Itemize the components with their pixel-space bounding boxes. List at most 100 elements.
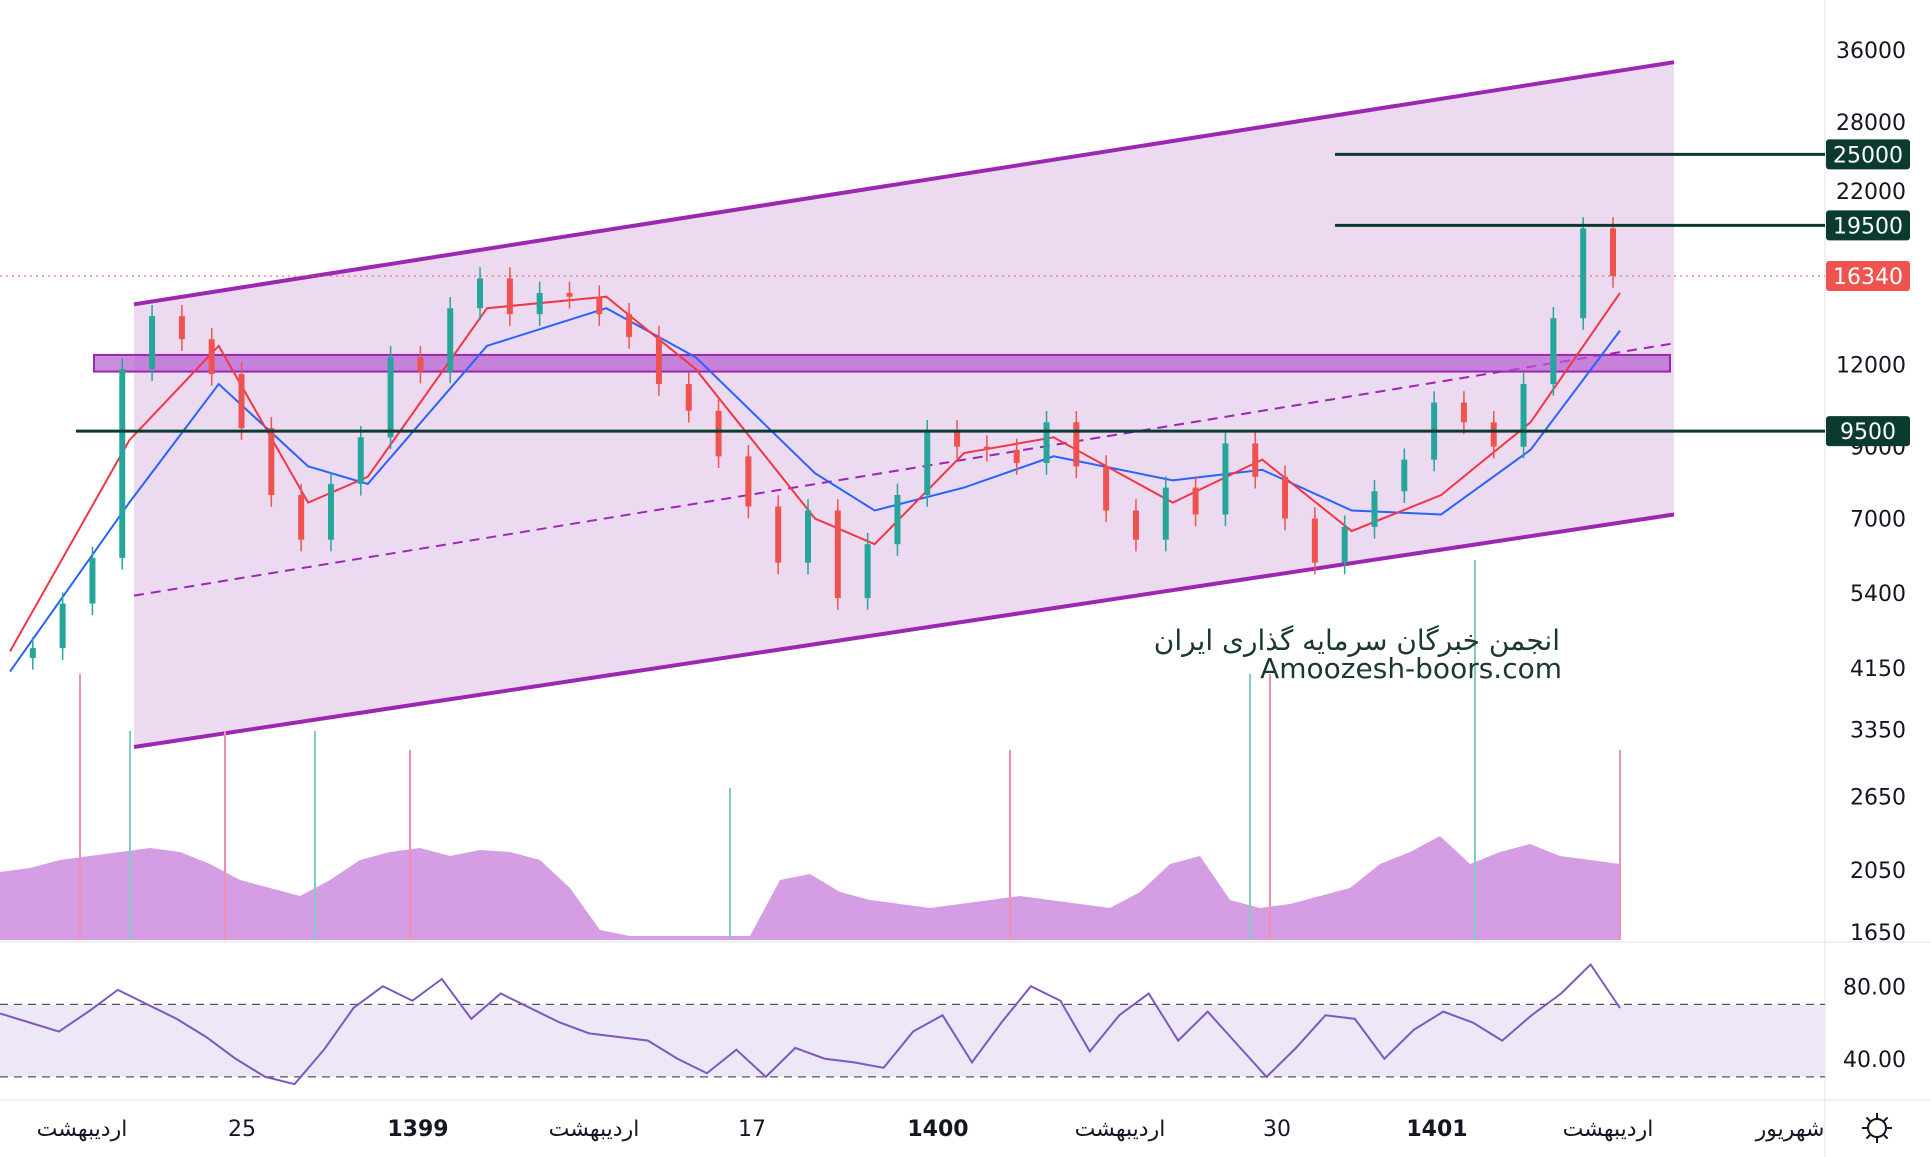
rsi-axis-labels: 80.00 40.00 (1843, 975, 1906, 1073)
time-axis-tick: شهریور (1755, 1117, 1825, 1142)
price-axis-tick: 4150 (1850, 657, 1906, 682)
candle-body (745, 456, 752, 507)
candle-body (775, 506, 782, 563)
price-axis-tick: 2050 (1850, 859, 1906, 884)
candle-body (1073, 422, 1080, 467)
candle-body (1460, 402, 1467, 423)
candle-body (89, 557, 96, 604)
candle-body (268, 428, 275, 496)
candle-body (119, 369, 126, 558)
time-axis-tick: 17 (738, 1117, 766, 1142)
time-axis-tick: اردیبهشت (1075, 1117, 1166, 1142)
candle-body (387, 357, 394, 438)
price-axis-tick: 7000 (1850, 508, 1906, 533)
rsi-band (0, 1004, 1825, 1077)
moving-average-slow-line (9, 307, 1621, 673)
price-tag-label: 25000 (1833, 143, 1903, 168)
time-axis-tick: 1401 (1406, 1117, 1467, 1142)
price-axis-tick: 2650 (1850, 785, 1906, 810)
resistance-zone-band[interactable] (93, 353, 1671, 373)
candle-body (536, 292, 543, 315)
price-axis-tick: 36000 (1836, 39, 1906, 64)
price-axis-tick: 22000 (1836, 180, 1906, 205)
candle-body (238, 374, 245, 429)
candle-body (447, 308, 454, 372)
price-axis-tick: 1650 (1850, 921, 1906, 946)
candle-body (1282, 476, 1289, 519)
candle-body (1132, 510, 1139, 540)
watermark-website: Amoozesh-boors.com (1260, 652, 1562, 685)
candle-body (59, 603, 66, 649)
candle-body (357, 437, 364, 484)
candle-body (1371, 491, 1378, 527)
candle-body (1311, 518, 1318, 563)
candle-body (1580, 228, 1587, 319)
candle-body (477, 278, 484, 309)
rsi-axis-tick: 40.00 (1843, 1048, 1906, 1073)
candle-body (954, 431, 961, 447)
watermark-title: انجمن خبرگان سرمایه گذاری ایران (1154, 624, 1560, 657)
candle-body (1043, 422, 1050, 463)
price-axis-labels: 3600028000220001200090007000540041503350… (1836, 39, 1906, 946)
volume-bars (79, 560, 1621, 940)
volume-area (0, 836, 1620, 940)
candle-body (566, 292, 573, 297)
candle-body (327, 483, 334, 540)
time-axis-labels: اردیبهشت 25 1399 اردیبهشت 17 1400 اردیبهشت 30 14… (37, 1117, 1825, 1142)
candle-body (29, 648, 36, 658)
price-tag-label: 9500 (1840, 420, 1896, 445)
time-axis-tick: اردیبهشت (549, 1117, 640, 1142)
candle-body (1610, 228, 1616, 276)
time-axis-tick: 25 (228, 1117, 256, 1142)
price-axis-tick: 12000 (1836, 353, 1906, 378)
candle-body (417, 357, 424, 372)
price-tag-label: 16340 (1833, 265, 1903, 290)
time-axis-tick: 1400 (907, 1117, 968, 1142)
candle-body (834, 510, 841, 599)
price-tags: 25000 19500 16340 9500 (1826, 139, 1910, 447)
candle-body (685, 384, 692, 411)
price-channel-fill (134, 62, 1674, 747)
candle-body (983, 446, 990, 450)
time-axis-tick: اردیبهشت (1563, 1117, 1654, 1142)
candle-body (1013, 449, 1020, 463)
candle-body (1192, 487, 1199, 515)
price-tag-label: 19500 (1833, 214, 1903, 239)
channel-lower-line[interactable] (133, 512, 1675, 749)
time-axis-tick: 30 (1263, 1117, 1291, 1142)
candle-body (1490, 422, 1497, 447)
price-tag-box (1826, 139, 1910, 170)
candle-body (1252, 443, 1259, 477)
settings-gear-icon[interactable] (1862, 1113, 1892, 1143)
price-axis-tick: 5400 (1850, 582, 1906, 607)
candle-body (894, 495, 901, 545)
moving-average-fast-line (9, 292, 1621, 652)
candle-body (1222, 443, 1229, 515)
price-axis-tick: 28000 (1836, 111, 1906, 136)
time-axis-tick: 1399 (387, 1117, 448, 1142)
price-axis-tick: 3350 (1850, 718, 1906, 743)
candle-body (178, 316, 185, 340)
candle-body (298, 495, 305, 540)
channel-median-line[interactable] (133, 342, 1675, 597)
candle-body (924, 431, 931, 496)
horizontal-levels (76, 152, 1825, 433)
candle-body (1401, 459, 1408, 492)
candle-body (596, 296, 603, 315)
rsi-axis-tick: 80.00 (1843, 975, 1906, 1000)
price-tag-box (1826, 416, 1910, 447)
price-tag-box (1826, 260, 1910, 291)
channel-upper-line[interactable] (133, 60, 1675, 307)
candle-body (208, 339, 215, 375)
candle-body (1341, 526, 1348, 563)
candle-body (1162, 487, 1169, 540)
candle-body (655, 337, 662, 385)
candle-body (626, 314, 633, 338)
candle-body (1520, 384, 1527, 447)
candle-body (805, 510, 811, 563)
price-tag-box (1826, 210, 1910, 241)
candle-body (149, 316, 156, 370)
time-axis-tick: اردیبهشت (37, 1117, 128, 1142)
candle-body (715, 410, 722, 457)
